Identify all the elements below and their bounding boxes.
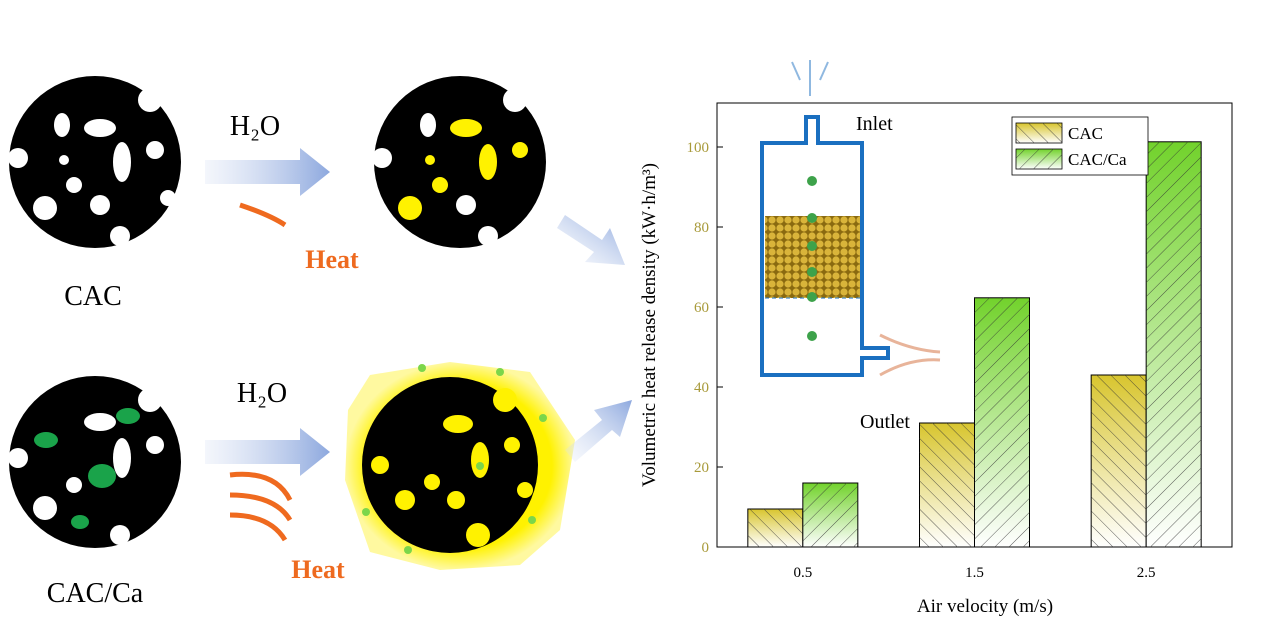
bar — [1090, 374, 1147, 548]
label: Heat — [291, 555, 345, 584]
label: CAC — [64, 281, 122, 312]
bar — [802, 482, 859, 548]
label: Inlet — [856, 113, 893, 135]
y-tick-label: 100 — [687, 140, 710, 156]
label: CAC/Ca — [47, 578, 144, 609]
legend-label: CAC/Ca — [1068, 150, 1127, 169]
x-tick-label: 0.5 — [793, 565, 812, 581]
y-tick-label: 80 — [694, 220, 709, 236]
legend-hatch — [1016, 149, 1062, 169]
chart: Air velocity (m/s) Volumetric heat relea… — [639, 163, 1053, 617]
illustration: CAC CAC/Ca H₂O H₂O Heat Heat Inlet Outle… — [8, 60, 941, 609]
label: H₂O — [230, 111, 280, 142]
label: Outlet — [860, 411, 910, 433]
bar — [747, 508, 804, 548]
label: Heat — [305, 245, 359, 274]
y-tick-label: 60 — [694, 300, 709, 316]
x-tick-label: 2.5 — [1137, 565, 1156, 581]
y-axis-label: Volumetric heat release density (kW·h/m³… — [639, 163, 660, 487]
legend-label: CAC — [1068, 124, 1103, 143]
bar — [974, 297, 1030, 548]
bar — [1145, 141, 1202, 548]
x-axis-label: Air velocity (m/s) — [917, 596, 1053, 617]
y-tick-label: 40 — [694, 380, 709, 396]
bar — [919, 422, 975, 548]
y-tick-label: 20 — [694, 460, 709, 476]
label: H₂O — [237, 378, 287, 409]
x-tick-label: 1.5 — [965, 565, 984, 581]
y-tick-label: 0 — [702, 540, 710, 556]
legend-hatch — [1016, 123, 1062, 143]
